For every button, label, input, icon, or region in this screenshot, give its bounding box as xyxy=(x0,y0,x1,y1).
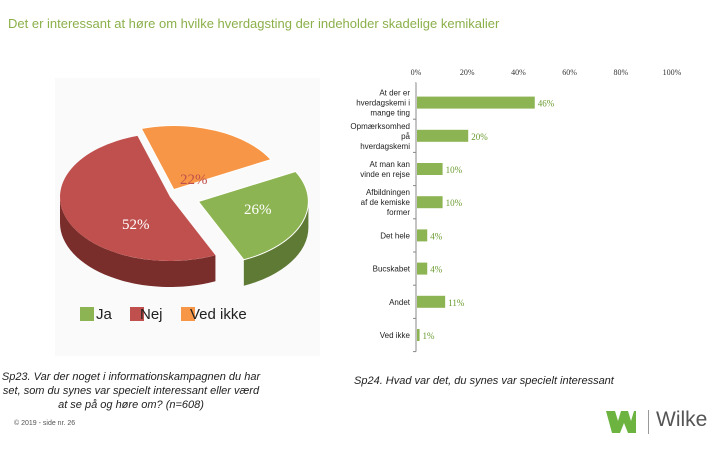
caption-right: Sp24. Hvad var det, du synes var speciel… xyxy=(354,375,614,387)
pie-label-ved-ikke: 22% xyxy=(180,172,208,188)
bar-value-label: 10% xyxy=(446,165,463,175)
legend-swatch-ved-ikke xyxy=(181,307,195,321)
bar-tick-label: 60% xyxy=(562,68,577,77)
legend-label-ja: Ja xyxy=(96,306,113,323)
bar xyxy=(417,129,469,142)
pie-slice-nej xyxy=(60,135,216,261)
bar-category-label: Afbildningen af de kemiske former xyxy=(361,188,411,217)
bar-value-label: 20% xyxy=(471,132,488,142)
legend-swatch-ja xyxy=(80,307,94,321)
bar-category-label: Det hele xyxy=(380,231,410,240)
bar-value-label: 11% xyxy=(448,298,465,308)
bar xyxy=(417,96,535,109)
logo-text: Wilke xyxy=(656,408,708,431)
bar-category-label: Ved ikke xyxy=(380,331,411,340)
legend-label-ved-ikke: Ved ikke xyxy=(190,306,247,323)
bar-tick-label: 80% xyxy=(613,68,628,77)
bar-value-label: 4% xyxy=(430,265,443,275)
bar xyxy=(417,295,446,308)
bar xyxy=(417,329,420,341)
bar xyxy=(417,196,443,209)
bar-category-label: At der er hverdagskemi i mange ting xyxy=(356,89,410,118)
legend-label-nej: Nej xyxy=(140,306,163,323)
caption-left: Sp23. Var der noget i informationskampag… xyxy=(1,371,261,411)
bar-category-label: Bucskabet xyxy=(373,265,411,274)
page-title: Det er interessant at høre om hvilke hve… xyxy=(8,16,500,31)
legend-swatch-nej xyxy=(130,307,144,321)
wilke-logo-mark-icon xyxy=(606,411,636,433)
pie-side-ja xyxy=(243,201,309,286)
bar-value-label: 4% xyxy=(430,231,443,241)
bar-value-label: 10% xyxy=(446,198,463,208)
pie-label-ja: 26% xyxy=(244,202,272,218)
wilke-logo: Wilke xyxy=(606,408,712,438)
bar-value-label: 1% xyxy=(423,331,436,341)
bar-tick-label: 40% xyxy=(511,68,526,77)
bar-category-label: At man kan vinde en rejse xyxy=(360,160,410,179)
bar xyxy=(417,163,443,175)
pie-slice-ja xyxy=(197,170,309,261)
bar xyxy=(417,262,428,275)
bar-category-label: Andet xyxy=(389,298,411,307)
bar-tick-label: 100% xyxy=(663,68,682,77)
pie-label-nej: 52% xyxy=(122,217,150,233)
bar-tick-label: 0% xyxy=(411,68,422,77)
footer: © 2019 - side nr. 26 xyxy=(14,420,76,427)
pie-slice-ved-ikke xyxy=(140,125,272,191)
bar xyxy=(417,229,428,242)
pie-side-nej xyxy=(60,197,216,287)
logo-separator xyxy=(648,410,649,434)
bar-tick-label: 20% xyxy=(460,68,475,77)
bar-value-label: 46% xyxy=(538,99,555,109)
bar-category-label: Opmærksomhed på hverdagskemi xyxy=(350,122,410,151)
